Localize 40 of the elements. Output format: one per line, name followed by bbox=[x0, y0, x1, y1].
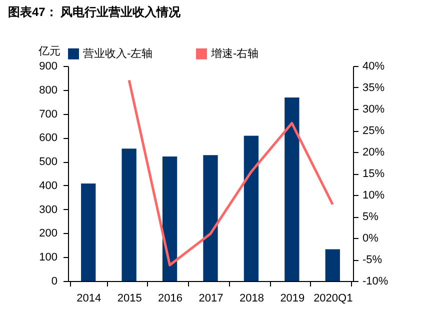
y2-tick-label: 0% bbox=[362, 232, 379, 244]
legend-label: 增速-右轴 bbox=[210, 46, 259, 60]
y-tick-label: 800 bbox=[39, 84, 58, 96]
line-series bbox=[128, 78, 334, 266]
x-tick-label: 2015 bbox=[117, 292, 142, 304]
y-tick-label: 900 bbox=[39, 60, 58, 72]
bar bbox=[325, 249, 340, 281]
y-tick-label: 0 bbox=[51, 276, 58, 288]
y-tick-label: 200 bbox=[39, 228, 58, 240]
y-axis-title: 亿元 bbox=[38, 46, 60, 58]
legend-label: 营业收入-左轴 bbox=[83, 46, 153, 60]
x-tick-label: 2016 bbox=[158, 292, 183, 304]
chart-title: 图表47： 风电行业营业收入情况 bbox=[8, 5, 182, 19]
x-tick-label: 2020Q1 bbox=[314, 292, 353, 304]
y-tick-label: 700 bbox=[39, 108, 58, 120]
x-tick-label: 2017 bbox=[198, 292, 224, 304]
y2-tick-label: 10% bbox=[362, 190, 385, 202]
y-tick-label: 300 bbox=[39, 204, 58, 216]
y2-tick-label: 15% bbox=[362, 168, 385, 180]
bar bbox=[203, 155, 218, 281]
x-tick-label: 2019 bbox=[280, 292, 305, 304]
bar bbox=[81, 184, 96, 281]
y2-tick-label: 20% bbox=[362, 146, 385, 158]
x-tick-label: 2018 bbox=[239, 292, 264, 304]
bar bbox=[162, 156, 178, 281]
bar bbox=[244, 136, 259, 281]
y2-tick-label: 30% bbox=[362, 104, 385, 116]
y2-tick-label: 25% bbox=[362, 125, 385, 137]
y2-tick-label: -5% bbox=[362, 254, 382, 266]
y2-tick-label: -10% bbox=[362, 276, 388, 288]
y2-tick-label: 5% bbox=[362, 211, 379, 223]
y2-tick-label: 40% bbox=[362, 60, 385, 72]
y-tick-label: 100 bbox=[39, 252, 58, 264]
y-tick-label: 600 bbox=[39, 132, 58, 144]
y2-tick-label: 35% bbox=[362, 82, 385, 94]
bar bbox=[284, 98, 300, 281]
bar bbox=[122, 148, 136, 281]
x-tick-label: 2014 bbox=[76, 292, 102, 304]
y-tick-label: 500 bbox=[39, 156, 58, 168]
y-tick-label: 400 bbox=[39, 180, 58, 192]
